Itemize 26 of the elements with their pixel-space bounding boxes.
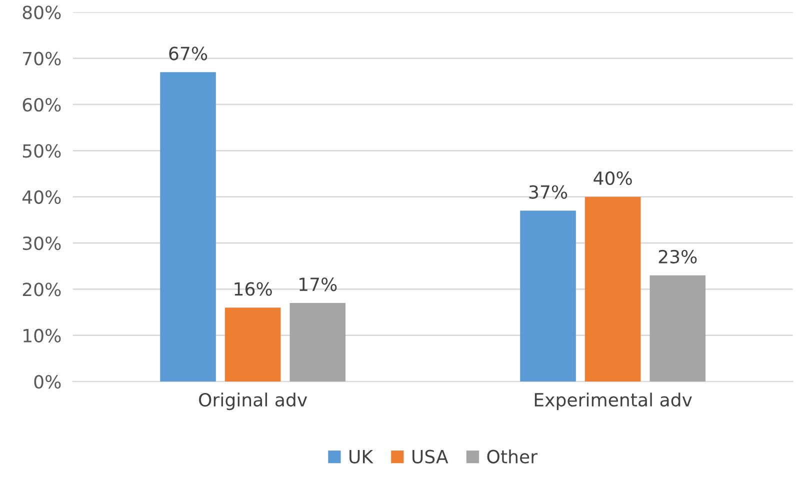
data-label: 40%: [594, 171, 632, 185]
y-tick-label: 50%: [22, 144, 61, 158]
y-tick-label: 0%: [34, 374, 61, 389]
data-label: 16%: [234, 282, 272, 296]
data-label: 17%: [300, 278, 337, 292]
data-label: 23%: [658, 250, 697, 264]
bar: [290, 303, 346, 382]
y-tick-label: 80%: [22, 6, 61, 20]
y-tick-label: 30%: [22, 236, 61, 250]
x-tick-label: Experimental adv: [534, 392, 692, 410]
y-tick-label: 10%: [24, 328, 61, 342]
y-tick-label: 20%: [22, 282, 61, 296]
legend-label: USA: [412, 450, 448, 464]
bar: [520, 210, 576, 382]
y-tick-label: 70%: [23, 52, 61, 66]
bar: [584, 196, 641, 382]
y-tick-label: 40%: [22, 190, 61, 204]
legend-label: UK: [350, 450, 374, 464]
bar: [160, 72, 216, 382]
legend-label: Other: [487, 449, 538, 464]
y-tick-label: 60%: [22, 98, 61, 112]
bar: [650, 275, 706, 382]
x-tick-label: Original adv: [199, 392, 308, 410]
bar: [224, 308, 281, 382]
data-label: 67%: [169, 46, 208, 60]
data-label: 37%: [529, 185, 568, 199]
